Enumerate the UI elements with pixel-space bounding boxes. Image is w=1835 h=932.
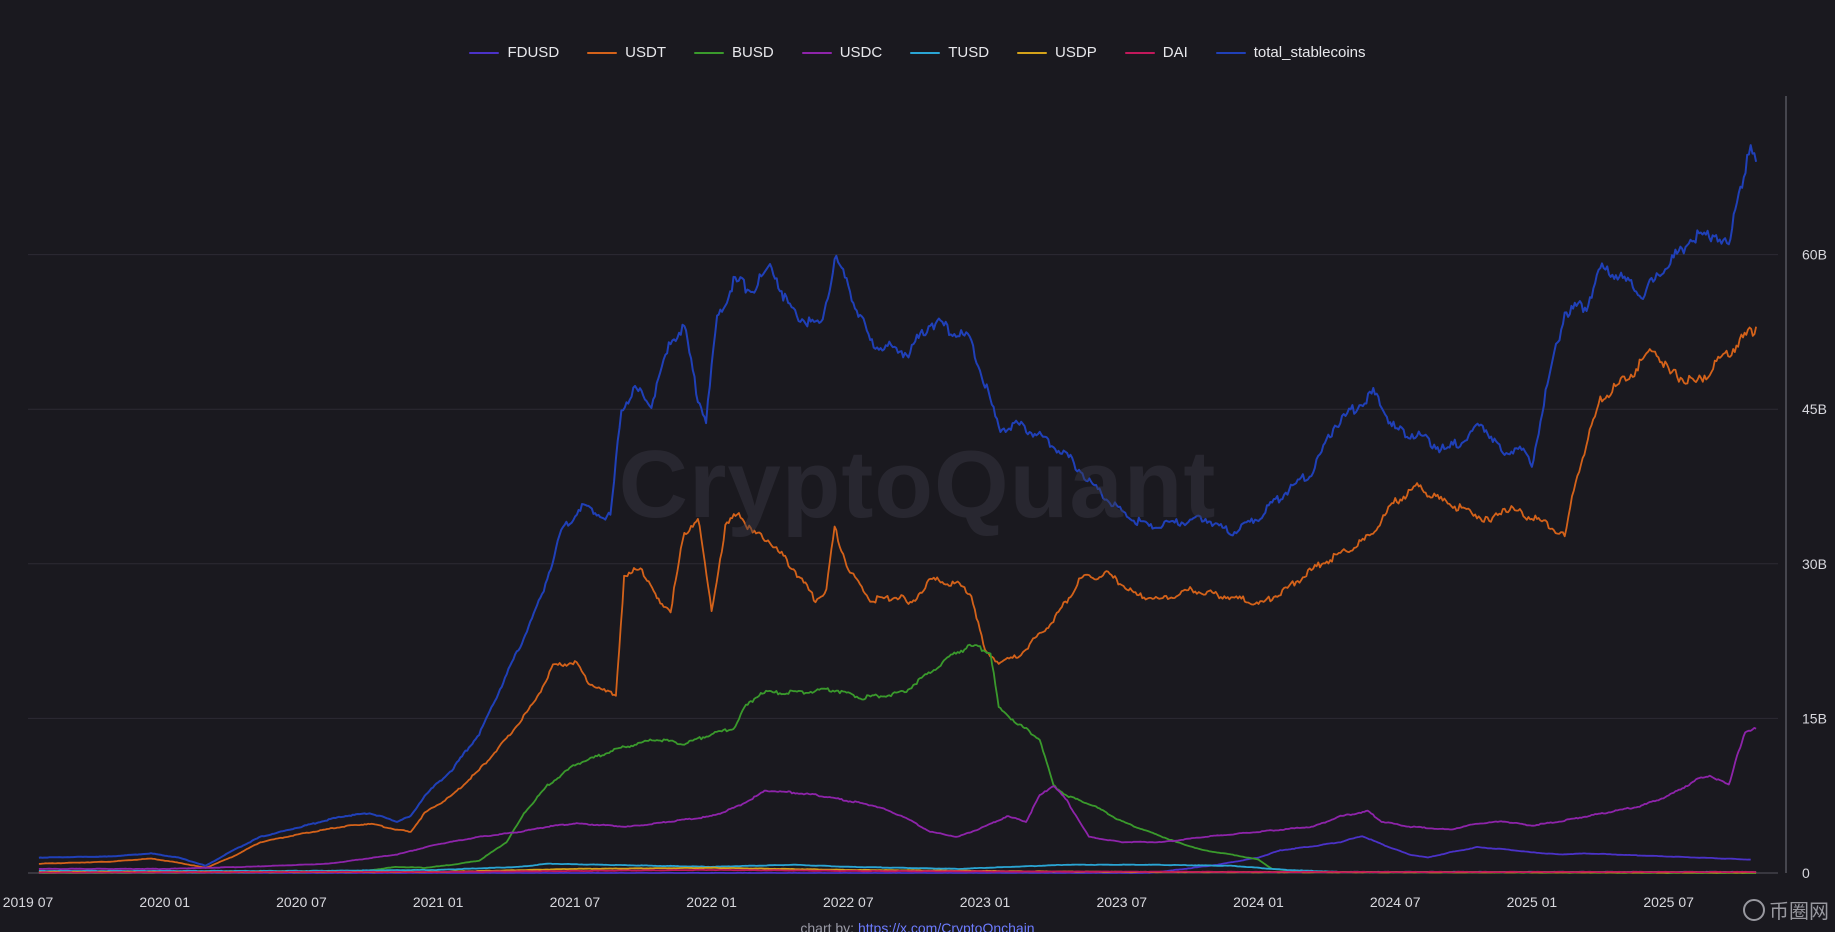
series-line-dai[interactable] xyxy=(38,868,1757,874)
x-tick-label: 2020 01 xyxy=(139,894,190,910)
series-line-total-stablecoins[interactable] xyxy=(38,144,1758,867)
x-tick-label: 2022 01 xyxy=(686,894,737,910)
legend-label: FDUSD xyxy=(507,44,560,61)
x-tick-label: 2023 01 xyxy=(960,894,1011,910)
legend-swatch xyxy=(694,51,724,54)
x-tick-label: 2022 07 xyxy=(823,894,874,910)
site-logo-text: 币圈网 xyxy=(1769,901,1829,923)
legend-label: total_stablecoins xyxy=(1253,44,1366,61)
legend-label: USDC xyxy=(839,44,883,61)
legend-swatch xyxy=(910,51,941,54)
y-tick-label: 0 xyxy=(1802,865,1810,881)
y-tick-label: 45B xyxy=(1802,401,1827,417)
x-tick-label: 2024 01 xyxy=(1233,894,1284,910)
legend-item-usdp[interactable]: USDP xyxy=(1017,44,1097,61)
legend-item-usdc[interactable]: USDC xyxy=(801,44,883,61)
x-tick-label: 2025 01 xyxy=(1507,894,1558,910)
legend-item-tusd[interactable]: TUSD xyxy=(910,44,989,61)
x-tick-label: 2020 07 xyxy=(276,894,327,910)
legend: FDUSD USDT BUSD USDC TUSD USDP DAI total_stable… xyxy=(0,44,1835,61)
legend-item-fdusd[interactable]: FDUSD xyxy=(469,44,559,61)
site-logo: 币圈网 xyxy=(1743,895,1829,924)
chart-credit: chart by: https://x.com/CryptoOnchain xyxy=(0,920,1835,932)
legend-swatch xyxy=(1215,51,1246,54)
x-tick-label: 2019 07 xyxy=(3,894,54,910)
x-tick-label: 2023 07 xyxy=(1096,894,1147,910)
legend-item-dai[interactable]: DAI xyxy=(1124,44,1188,61)
credit-prefix: chart by: xyxy=(800,920,858,932)
legend-swatch xyxy=(1017,51,1048,54)
legend-label: DAI xyxy=(1162,44,1188,61)
series-line-usdt[interactable] xyxy=(38,326,1757,869)
x-tick-label: 2024 07 xyxy=(1370,894,1421,910)
legend-label: TUSD xyxy=(948,44,990,61)
legend-label: USDT xyxy=(625,44,666,61)
series-line-busd[interactable] xyxy=(38,643,1757,874)
legend-swatch xyxy=(587,51,618,54)
site-logo-icon xyxy=(1743,898,1765,921)
x-tick-label: 2021 01 xyxy=(413,894,464,910)
y-tick-label: 60B xyxy=(1802,247,1827,263)
legend-item-total-stablecoins[interactable]: total_stablecoins xyxy=(1215,44,1366,61)
legend-swatch xyxy=(801,51,832,54)
y-tick-label: 15B xyxy=(1802,710,1827,726)
legend-item-usdt[interactable]: USDT xyxy=(587,44,666,61)
series-line-usdc[interactable] xyxy=(38,727,1757,870)
credit-link[interactable]: https://x.com/CryptoOnchain xyxy=(857,920,1035,932)
y-tick-label: 30B xyxy=(1802,556,1827,572)
legend-swatch xyxy=(1124,51,1155,54)
legend-label: USDP xyxy=(1055,44,1097,61)
legend-swatch xyxy=(469,51,500,54)
x-tick-label: 2025 07 xyxy=(1643,894,1694,910)
legend-label: BUSD xyxy=(732,44,774,61)
legend-item-busd[interactable]: BUSD xyxy=(694,44,774,61)
x-tick-label: 2021 07 xyxy=(550,894,601,910)
